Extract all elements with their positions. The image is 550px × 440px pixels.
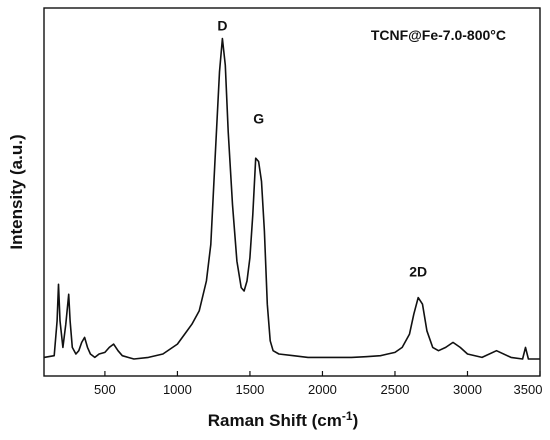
peak-label: D [217, 18, 227, 34]
sample-label: TCNF@Fe-7.0-800°C [371, 27, 506, 43]
x-tick-label: 3500 [514, 382, 543, 397]
x-tick-label: 1500 [235, 382, 264, 397]
x-axis-title: Raman Shift (cm-1) [208, 409, 358, 430]
x-axis-ticks: 500 1000 1500 2000 2500 3000 3500 [94, 371, 542, 397]
y-axis-title: Intensity (a.u.) [7, 134, 26, 249]
plot-frame [43, 7, 541, 377]
x-tick-label: 3000 [453, 382, 482, 397]
peak-label: 2D [409, 263, 427, 279]
x-tick-label: 1000 [163, 382, 192, 397]
x-tick-label: 2000 [308, 382, 337, 397]
peak-annotations: D G 2D [217, 18, 427, 280]
x-axis-title-main: Raman Shift (cm [208, 411, 342, 430]
x-tick-label: 2500 [381, 382, 410, 397]
x-tick-label: 500 [94, 382, 116, 397]
peak-label: G [253, 111, 264, 127]
x-axis-title-superscript: -1 [342, 409, 353, 423]
x-axis-title-close: ) [353, 411, 359, 430]
raman-spectrum-line [43, 37, 540, 360]
